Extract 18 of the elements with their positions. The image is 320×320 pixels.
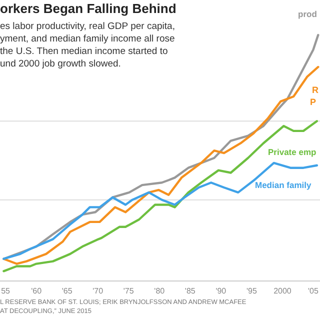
x-tick-label: '70 [92, 286, 104, 296]
x-tick-label: '95 [246, 286, 258, 296]
x-tick-label: '85 [184, 286, 196, 296]
x-tick-label: '05 [308, 286, 319, 296]
series-label: Median family [255, 180, 312, 190]
annotation: R [312, 85, 319, 95]
chart-title: orkers Began Falling Behind [0, 1, 176, 16]
x-tick-label: '75 [123, 286, 134, 296]
annotation: P [310, 97, 316, 107]
x-tick-label: '80 [154, 286, 166, 296]
x-tick-label: '65 [62, 286, 73, 296]
x-tick-label: 55 [1, 286, 11, 296]
x-tick-label: 2000 [274, 286, 292, 296]
x-tick-label: '60 [31, 286, 42, 296]
series-label: Private emp [268, 147, 316, 157]
series-label: prod [298, 9, 317, 19]
x-tick-label: '90 [216, 286, 227, 296]
text: es labor productivity, real GDP per capita, yment, and median family income all rose the U.S. Then median income started to und 2000 job growth slowed. [0, 21, 175, 70]
